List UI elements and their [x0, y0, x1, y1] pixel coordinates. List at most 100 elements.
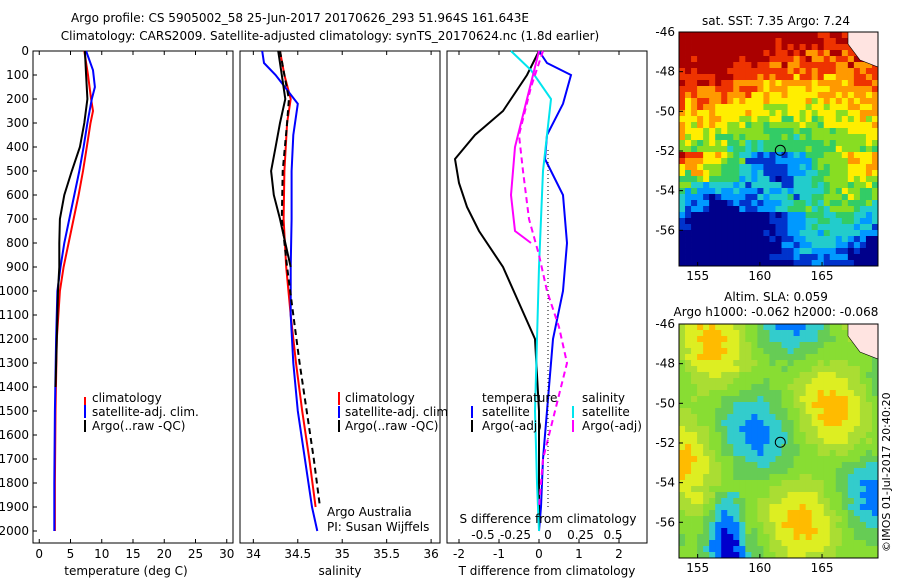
- map-cell: [871, 242, 879, 249]
- map-cell: [769, 354, 776, 361]
- map-cell: [775, 552, 782, 559]
- map-cell: [751, 98, 758, 105]
- map-cell: [733, 212, 740, 219]
- map-cell: [739, 384, 746, 391]
- map-cell: [871, 372, 879, 379]
- map-cell: [829, 92, 837, 99]
- map-cell: [799, 438, 807, 445]
- map-cell: [829, 330, 837, 337]
- map-cell: [739, 348, 746, 355]
- map-cell: [709, 420, 716, 427]
- map-cell: [763, 546, 770, 553]
- map-cell: [679, 420, 686, 427]
- map-cell: [799, 134, 807, 141]
- map-cell: [691, 158, 698, 165]
- map-cell: [709, 432, 716, 439]
- map-cell: [871, 510, 879, 517]
- map-cell: [835, 462, 843, 469]
- map-cell: [685, 342, 692, 349]
- legend-argo: Argo(..raw -QC): [345, 419, 438, 433]
- salinity-legend: climatology satellite-adj. clim. Argo(..…: [338, 391, 452, 433]
- map-cell: [703, 32, 710, 39]
- map-cell: [793, 414, 801, 421]
- map-cell: [739, 236, 746, 243]
- map-cell: [679, 254, 686, 261]
- map-cell: [769, 230, 776, 237]
- map-cell: [847, 128, 855, 135]
- map-cell: [787, 390, 794, 397]
- map-cell: [769, 254, 776, 261]
- map-cell: [793, 348, 801, 355]
- map-cell: [853, 242, 861, 249]
- map-cell: [733, 492, 740, 499]
- map-cell: [751, 540, 758, 547]
- map-cell: [823, 456, 831, 463]
- map-cell: [841, 402, 849, 409]
- map-cell: [853, 516, 861, 523]
- map-cell: [745, 498, 752, 505]
- map-cell: [847, 236, 855, 243]
- map-cell: [691, 546, 698, 553]
- map-cell: [685, 110, 692, 117]
- map-cell: [847, 504, 855, 511]
- map-cell: [853, 546, 861, 553]
- map-cell: [709, 360, 716, 367]
- map-cell: [853, 152, 861, 159]
- map-cell: [835, 432, 843, 439]
- map-cell: [817, 402, 825, 409]
- map-cell: [757, 50, 764, 57]
- map-cell: [757, 486, 764, 493]
- map-cell: [751, 366, 758, 373]
- map-cell: [799, 170, 807, 177]
- map-cell: [715, 414, 722, 421]
- map-cell: [697, 444, 704, 451]
- map-cell: [859, 402, 867, 409]
- map-cell: [793, 74, 801, 81]
- map-cell: [847, 176, 855, 183]
- map-cell: [721, 342, 728, 349]
- map-cell: [829, 450, 837, 457]
- map-cell: [775, 98, 782, 105]
- map-cell: [685, 128, 692, 135]
- map-cell: [763, 38, 770, 45]
- map-cell: [871, 414, 879, 421]
- map-cell: [751, 122, 758, 129]
- map-cell: [793, 44, 801, 51]
- map-cell: [727, 396, 734, 403]
- map-cell: [835, 516, 843, 523]
- map-cell: [757, 468, 764, 475]
- map-cell: [721, 176, 728, 183]
- map-cell: [835, 242, 843, 249]
- map-cell: [733, 522, 740, 529]
- map-cell: [787, 62, 794, 69]
- map-cell: [679, 104, 686, 111]
- map-cell: [733, 348, 740, 355]
- map-cell: [703, 486, 710, 493]
- map-cell: [697, 182, 704, 189]
- map-cell: [805, 62, 813, 69]
- map-cell: [745, 342, 752, 349]
- map-cell: [865, 164, 873, 171]
- map-cell: [847, 98, 855, 105]
- map-cell: [709, 254, 716, 261]
- map-cell: [835, 372, 843, 379]
- map-cell: [703, 200, 710, 207]
- map-cell: [709, 498, 716, 505]
- map-cell: [859, 516, 867, 523]
- map-cell: [847, 62, 855, 69]
- map-cell: [847, 354, 855, 361]
- map-cell: [805, 38, 813, 45]
- map-cell: [721, 432, 728, 439]
- map-cell: [733, 248, 740, 255]
- map-cell: [835, 206, 843, 213]
- map-cell: [709, 158, 716, 165]
- map-cell: [697, 528, 704, 535]
- map-cell: [745, 444, 752, 451]
- map-cell: [835, 420, 843, 427]
- map-cell: [829, 68, 837, 75]
- map-cell: [703, 330, 710, 337]
- map-cell: [865, 188, 873, 195]
- map-cell: [769, 360, 776, 367]
- map-cell: [763, 438, 770, 445]
- map-cell: [871, 366, 879, 373]
